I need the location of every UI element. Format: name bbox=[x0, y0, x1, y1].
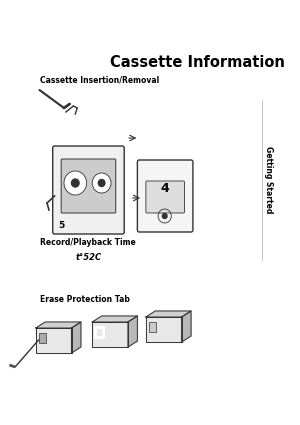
Circle shape bbox=[98, 179, 105, 187]
Polygon shape bbox=[92, 322, 128, 347]
Text: t°52C: t°52C bbox=[75, 253, 101, 263]
Circle shape bbox=[162, 213, 167, 218]
Polygon shape bbox=[182, 311, 191, 342]
Bar bbox=[39, 333, 46, 343]
Text: 4: 4 bbox=[160, 181, 169, 195]
Circle shape bbox=[64, 171, 87, 195]
Text: 5: 5 bbox=[58, 221, 64, 230]
Text: Record/Playback Time: Record/Playback Time bbox=[40, 238, 135, 246]
FancyBboxPatch shape bbox=[146, 181, 184, 213]
Polygon shape bbox=[146, 317, 181, 342]
Circle shape bbox=[92, 173, 111, 193]
FancyBboxPatch shape bbox=[53, 146, 124, 234]
Circle shape bbox=[71, 179, 79, 187]
Bar bbox=[149, 322, 156, 332]
FancyBboxPatch shape bbox=[137, 160, 193, 232]
Text: Cassette Insertion/Removal: Cassette Insertion/Removal bbox=[40, 76, 159, 85]
Polygon shape bbox=[146, 311, 191, 317]
Polygon shape bbox=[92, 316, 137, 322]
Text: Erase Protection Tab: Erase Protection Tab bbox=[40, 295, 129, 304]
FancyBboxPatch shape bbox=[61, 159, 116, 213]
Polygon shape bbox=[128, 316, 137, 347]
Polygon shape bbox=[36, 328, 71, 353]
Text: Getting Started: Getting Started bbox=[264, 146, 273, 214]
Polygon shape bbox=[36, 322, 81, 328]
Polygon shape bbox=[71, 322, 81, 353]
Text: Cassette Information: Cassette Information bbox=[110, 54, 285, 70]
